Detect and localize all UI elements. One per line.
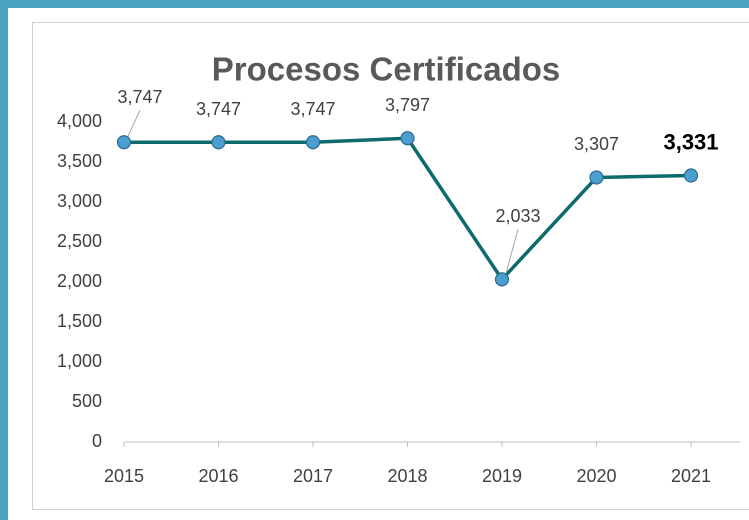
- y-tick-label: 4,000: [57, 111, 102, 131]
- data-label: 3,747: [196, 99, 241, 119]
- marker: [683, 168, 699, 183]
- x-tick-label: 2016: [198, 466, 238, 486]
- x-tick-label: 2018: [387, 466, 427, 486]
- y-tick-label: 2,500: [57, 231, 102, 251]
- y-tick-label: 2,000: [57, 271, 102, 291]
- y-tick-label: 500: [72, 391, 102, 411]
- y-tick-label: 0: [92, 431, 102, 451]
- data-label: 3,307: [574, 134, 619, 154]
- x-tick-label: 2021: [671, 466, 711, 486]
- frame-top: [0, 0, 749, 8]
- leader-line: [505, 229, 519, 274]
- y-tick-label: 3,500: [57, 151, 102, 171]
- marker: [211, 135, 226, 150]
- data-label: 3,331: [663, 129, 718, 154]
- data-label: 2,033: [495, 206, 540, 226]
- marker: [116, 135, 132, 150]
- leader-line: [127, 110, 141, 137]
- marker: [589, 170, 604, 185]
- frame-left: [0, 0, 8, 520]
- x-tick-label: 2015: [104, 466, 144, 486]
- data-label: 3,797: [385, 95, 430, 115]
- chart-area: [32, 22, 749, 510]
- marker: [400, 131, 415, 146]
- x-tick-label: 2017: [293, 466, 333, 486]
- chart-title: Procesos Certificados: [212, 51, 560, 88]
- marker: [305, 135, 321, 150]
- marker: [494, 272, 510, 287]
- y-tick-label: 1,500: [57, 311, 102, 331]
- data-label: 3,747: [290, 99, 335, 119]
- data-label: 3,747: [117, 87, 162, 107]
- x-tick-label: 2019: [482, 466, 522, 486]
- y-tick-label: 1,000: [57, 351, 102, 371]
- x-tick-label: 2020: [576, 466, 616, 486]
- y-tick-label: 3,000: [57, 191, 102, 211]
